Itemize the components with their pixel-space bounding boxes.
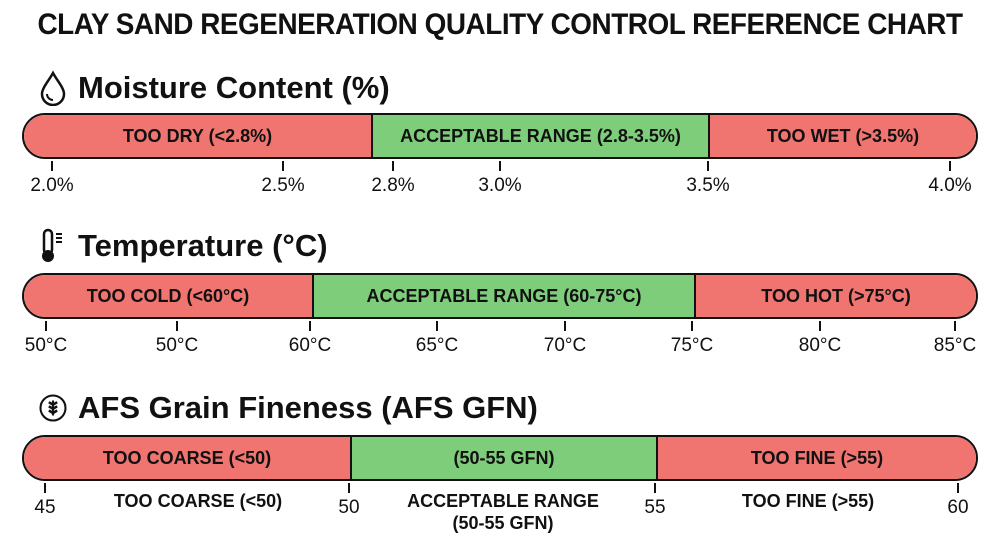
temperature-tick [45, 321, 47, 331]
temperature-tick-label: 80°C [798, 335, 842, 356]
grain-below-acceptable-line2: (50-55 GFN) [452, 513, 554, 533]
temperature-tick [691, 321, 693, 331]
grain-tick-label: 50 [338, 497, 360, 518]
temperature-tick-label: 60°C [288, 335, 332, 356]
grain-tick [348, 483, 350, 493]
temperature-too-hot: TOO HOT (>75°C) [694, 275, 976, 317]
temperature-tick-label: 50°C [155, 335, 199, 356]
moisture-tick [392, 161, 394, 171]
temperature-range-bar: TOO COLD (<60°C) ACCEPTABLE RANGE (60-75… [22, 273, 978, 319]
moisture-tick-label: 3.0% [478, 175, 522, 196]
moisture-tick-label: 2.0% [30, 175, 74, 196]
chart-title: CLAY SAND REGENERATION QUALITY CONTROL R… [37, 8, 963, 41]
grain-too-fine: TOO FINE (>55) [656, 437, 976, 479]
temperature-heading-text: Temperature (°C) [78, 228, 328, 263]
moisture-acceptable: ACCEPTABLE RANGE (2.8-3.5%) [371, 115, 708, 157]
moisture-tick-label: 4.0% [928, 175, 972, 196]
temperature-tick [954, 321, 956, 331]
temperature-tick-label: 50°C [24, 335, 68, 356]
grain-below-acceptable: ACCEPTABLE RANGE (50-55 GFN) [407, 490, 599, 534]
grain-below-fine: TOO FINE (>55) [741, 491, 875, 511]
temperature-too-cold: TOO COLD (<60°C) [24, 275, 312, 317]
moisture-tick-label: 2.8% [371, 175, 415, 196]
moisture-tick [499, 161, 501, 171]
temperature-tick [436, 321, 438, 331]
grain-below-acceptable-line1: ACCEPTABLE RANGE [407, 491, 599, 511]
grain-below-coarse: TOO COARSE (<50) [113, 491, 283, 511]
thermometer-icon [42, 228, 62, 262]
grain-heading: AFS Grain Fineness (AFS GFN) [38, 390, 538, 426]
grain-tick-label: 60 [947, 497, 969, 518]
temperature-tick [564, 321, 566, 331]
temperature-acceptable: ACCEPTABLE RANGE (60-75°C) [312, 275, 694, 317]
temperature-tick [176, 321, 178, 331]
temperature-tick-label: 70°C [543, 335, 587, 356]
moisture-tick [51, 161, 53, 171]
grain-heading-text: AFS Grain Fineness (AFS GFN) [78, 390, 538, 425]
moisture-tick [949, 161, 951, 171]
water-drop-icon [40, 70, 66, 106]
grain-tick [44, 483, 46, 493]
temperature-heading: Temperature (°C) [38, 228, 328, 264]
grain-tick [957, 483, 959, 493]
grain-tick-label: 55 [644, 497, 666, 518]
temperature-tick [819, 321, 821, 331]
moisture-tick-label: 3.5% [686, 175, 730, 196]
grain-tick-label: 45 [34, 497, 56, 518]
moisture-too-dry: TOO DRY (<2.8%) [24, 115, 371, 157]
temperature-tick-label: 75°C [670, 335, 714, 356]
temperature-tick-label: 85°C [933, 335, 977, 356]
temperature-tick [309, 321, 311, 331]
wheat-icon [39, 394, 67, 422]
moisture-tick-label: 2.5% [261, 175, 305, 196]
moisture-range-bar: TOO DRY (<2.8%) ACCEPTABLE RANGE (2.8-3.… [22, 113, 978, 159]
grain-tick [654, 483, 656, 493]
temperature-tick-label: 65°C [415, 335, 459, 356]
moisture-heading-text: Moisture Content (%) [78, 70, 390, 105]
grain-range-bar: TOO COARSE (<50) (50-55 GFN) TOO FINE (>… [22, 435, 978, 481]
grain-too-coarse: TOO COARSE (<50) [24, 437, 350, 479]
moisture-too-wet: TOO WET (>3.5%) [708, 115, 976, 157]
moisture-tick [282, 161, 284, 171]
grain-acceptable: (50-55 GFN) [350, 437, 656, 479]
moisture-tick [707, 161, 709, 171]
moisture-heading: Moisture Content (%) [38, 70, 390, 106]
